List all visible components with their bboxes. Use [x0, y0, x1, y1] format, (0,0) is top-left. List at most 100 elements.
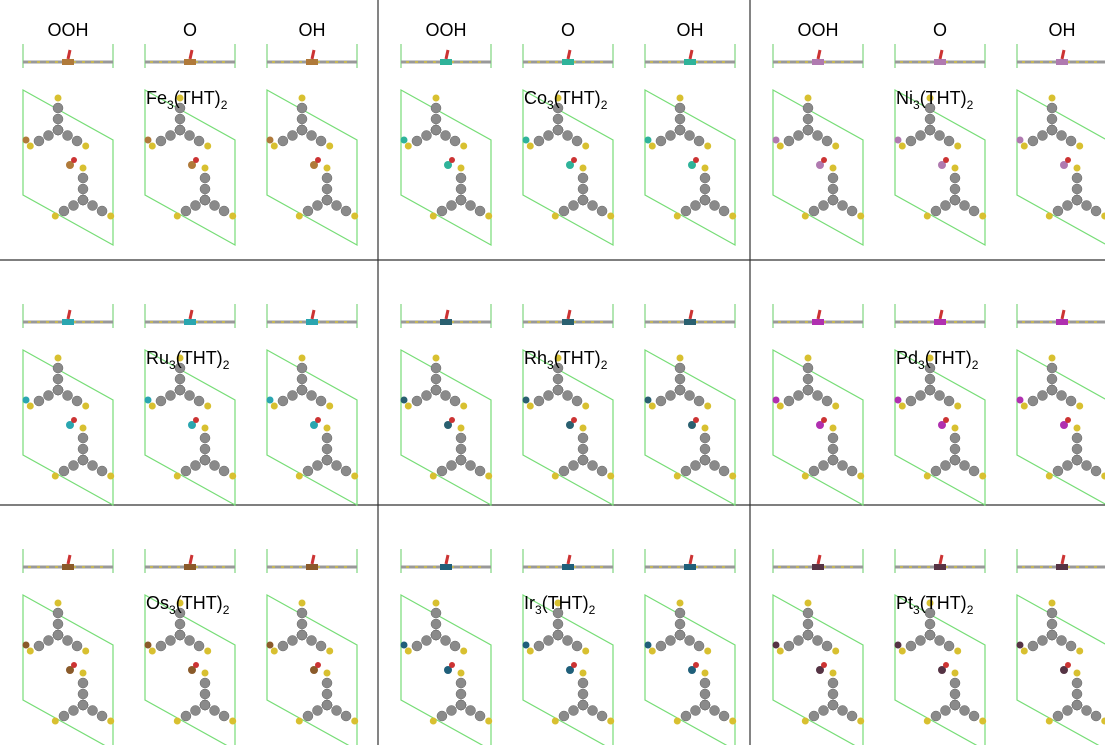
sulfur	[674, 473, 681, 480]
atom	[78, 700, 88, 710]
metal-symbol: Ru	[146, 348, 169, 368]
atom	[332, 706, 342, 716]
sulfur	[430, 473, 437, 480]
atom	[543, 131, 553, 141]
atom	[681, 206, 691, 216]
sulfur	[202, 670, 209, 677]
atom	[475, 711, 485, 721]
atom	[931, 466, 941, 476]
atom	[1047, 608, 1057, 618]
metal	[267, 137, 274, 144]
atom	[803, 114, 813, 124]
atom	[588, 706, 598, 716]
atom	[466, 201, 476, 211]
sulfur	[899, 648, 906, 655]
atom	[165, 391, 175, 401]
ligand: (THT)	[174, 88, 221, 108]
metal	[23, 642, 30, 649]
sulfur	[677, 600, 684, 607]
atom	[1072, 700, 1082, 710]
metal	[401, 397, 408, 404]
adsorbate	[193, 662, 199, 668]
sulfur	[229, 473, 236, 480]
sulfur	[351, 213, 358, 220]
atom	[681, 711, 691, 721]
atom	[578, 700, 588, 710]
sulfur	[299, 355, 306, 362]
atom	[297, 374, 307, 384]
atom	[421, 636, 431, 646]
atom	[828, 455, 838, 465]
atom	[53, 114, 63, 124]
metal	[440, 319, 452, 325]
sulfur	[527, 143, 534, 150]
atom	[431, 385, 441, 395]
atom	[78, 689, 88, 699]
atom	[665, 636, 675, 646]
atom	[312, 706, 322, 716]
sulfur	[271, 143, 278, 150]
atom	[446, 706, 456, 716]
atom	[935, 391, 945, 401]
sulfur	[649, 143, 656, 150]
atom	[1028, 136, 1038, 146]
sulfur	[229, 718, 236, 725]
atom	[190, 201, 200, 211]
metal	[895, 137, 902, 144]
atom	[34, 396, 44, 406]
adsorbate	[312, 555, 314, 564]
atom	[175, 630, 185, 640]
atom	[578, 678, 588, 688]
atom	[194, 136, 204, 146]
atom	[53, 630, 63, 640]
atom	[656, 396, 666, 406]
atom	[700, 184, 710, 194]
atom	[78, 444, 88, 454]
sulfur	[729, 213, 736, 220]
atom	[1072, 678, 1082, 688]
metal	[562, 564, 574, 570]
atom	[316, 136, 326, 146]
metal-symbol: Fe	[146, 88, 167, 108]
sulfur	[702, 670, 709, 677]
atom	[200, 678, 210, 688]
sulfur	[80, 165, 87, 172]
metal	[306, 319, 318, 325]
atom	[553, 125, 563, 135]
sulfur	[952, 670, 959, 677]
atom	[194, 396, 204, 406]
metal	[1017, 642, 1024, 649]
metal-symbol: Co	[524, 88, 547, 108]
metal	[62, 59, 74, 65]
adsorbate	[943, 157, 949, 163]
atom	[803, 374, 813, 384]
sulfur	[55, 355, 62, 362]
atom	[190, 461, 200, 471]
atom	[210, 461, 220, 471]
metal	[684, 564, 696, 570]
atom	[456, 678, 466, 688]
panel-label: Rh3(THT)2	[524, 348, 608, 372]
atom	[53, 363, 63, 373]
adsorbate	[68, 50, 70, 59]
atom	[1091, 206, 1101, 216]
atom	[847, 466, 857, 476]
atom	[700, 689, 710, 699]
atom	[675, 385, 685, 395]
atom	[332, 201, 342, 211]
atom	[838, 461, 848, 471]
sulfur	[805, 600, 812, 607]
metal	[1017, 137, 1024, 144]
atom	[675, 363, 685, 373]
atom	[828, 173, 838, 183]
metal-symbol: Pt	[896, 593, 913, 613]
atom	[675, 608, 685, 618]
atom	[803, 125, 813, 135]
atom	[822, 641, 832, 651]
metal	[684, 319, 696, 325]
atom	[1091, 466, 1101, 476]
atom	[322, 433, 332, 443]
atom	[940, 706, 950, 716]
metal	[562, 319, 574, 325]
atom	[685, 391, 695, 401]
